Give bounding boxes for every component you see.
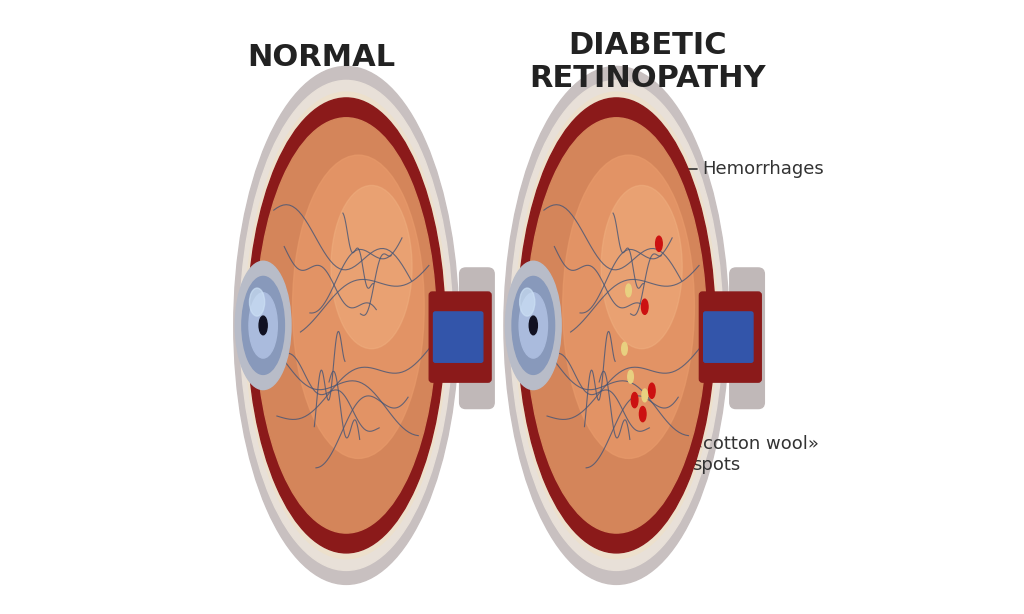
Ellipse shape: [519, 288, 535, 316]
Ellipse shape: [259, 316, 267, 335]
Ellipse shape: [245, 92, 447, 559]
Ellipse shape: [642, 389, 647, 402]
FancyBboxPatch shape: [433, 312, 482, 362]
Ellipse shape: [293, 155, 424, 459]
Ellipse shape: [519, 293, 548, 358]
Ellipse shape: [601, 185, 682, 349]
Ellipse shape: [512, 276, 555, 375]
Text: Hemorrhages: Hemorrhages: [658, 160, 824, 241]
Ellipse shape: [632, 392, 638, 408]
Ellipse shape: [249, 293, 278, 358]
Text: NORMAL: NORMAL: [248, 43, 395, 72]
Ellipse shape: [236, 262, 291, 390]
Ellipse shape: [648, 383, 655, 398]
Ellipse shape: [331, 185, 412, 349]
Ellipse shape: [526, 118, 707, 533]
Ellipse shape: [641, 299, 648, 314]
Ellipse shape: [242, 276, 285, 375]
FancyBboxPatch shape: [429, 292, 492, 382]
Ellipse shape: [248, 98, 445, 553]
Ellipse shape: [628, 370, 634, 383]
FancyBboxPatch shape: [460, 268, 495, 408]
Ellipse shape: [515, 92, 718, 559]
Ellipse shape: [626, 284, 632, 297]
Ellipse shape: [510, 80, 723, 570]
Ellipse shape: [655, 236, 663, 251]
Ellipse shape: [517, 98, 715, 553]
FancyBboxPatch shape: [699, 292, 761, 382]
Ellipse shape: [504, 66, 729, 585]
Ellipse shape: [639, 406, 646, 422]
Ellipse shape: [256, 118, 436, 533]
Text: DIABETIC
RETINOPATHY: DIABETIC RETINOPATHY: [528, 31, 765, 93]
Ellipse shape: [506, 262, 561, 390]
Text: «cotton wool»
spots: «cotton wool» spots: [643, 410, 819, 474]
Ellipse shape: [622, 343, 628, 355]
Ellipse shape: [250, 288, 264, 316]
Ellipse shape: [529, 316, 538, 335]
Ellipse shape: [562, 155, 694, 459]
Ellipse shape: [240, 80, 453, 570]
Text: Aneurysm: Aneurysm: [561, 205, 652, 290]
FancyBboxPatch shape: [730, 268, 764, 408]
FancyBboxPatch shape: [703, 312, 753, 362]
Ellipse shape: [233, 66, 459, 585]
